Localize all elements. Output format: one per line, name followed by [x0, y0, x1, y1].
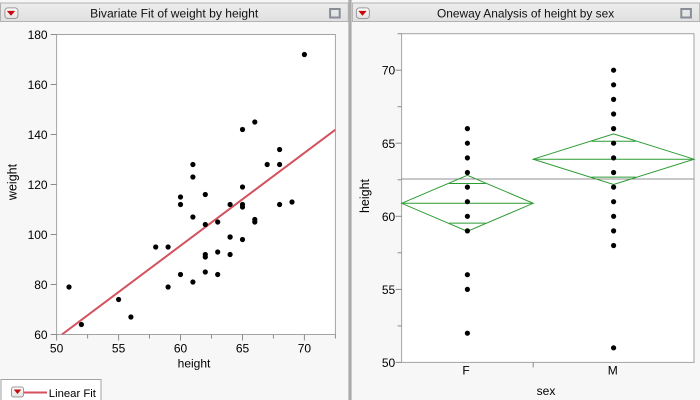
svg-text:65: 65 [382, 137, 396, 151]
svg-text:70: 70 [298, 342, 312, 356]
svg-text:140: 140 [28, 128, 48, 142]
svg-text:80: 80 [34, 278, 48, 292]
svg-text:Bivariate Fit of weight by hei: Bivariate Fit of weight by height [90, 7, 259, 21]
svg-text:55: 55 [112, 342, 126, 356]
svg-text:F: F [462, 364, 469, 378]
svg-text:Oneway Analysis of height by s: Oneway Analysis of height by sex [437, 7, 614, 21]
svg-text:50: 50 [382, 356, 396, 370]
svg-text:Linear Fit: Linear Fit [49, 388, 97, 400]
svg-text:160: 160 [28, 78, 48, 92]
svg-text:55: 55 [382, 283, 396, 297]
svg-text:60: 60 [174, 342, 188, 356]
svg-text:height: height [178, 357, 211, 371]
svg-text:180: 180 [28, 28, 48, 42]
svg-text:height: height [358, 178, 372, 213]
svg-text:120: 120 [28, 178, 48, 192]
svg-text:100: 100 [28, 228, 48, 242]
svg-text:65: 65 [236, 342, 250, 356]
svg-text:weight: weight [6, 163, 20, 201]
svg-text:60: 60 [34, 328, 48, 342]
svg-text:50: 50 [50, 342, 64, 356]
svg-text:70: 70 [382, 64, 396, 78]
svg-text:60: 60 [382, 210, 396, 224]
svg-text:sex: sex [537, 384, 556, 398]
svg-text:M: M [608, 364, 618, 378]
